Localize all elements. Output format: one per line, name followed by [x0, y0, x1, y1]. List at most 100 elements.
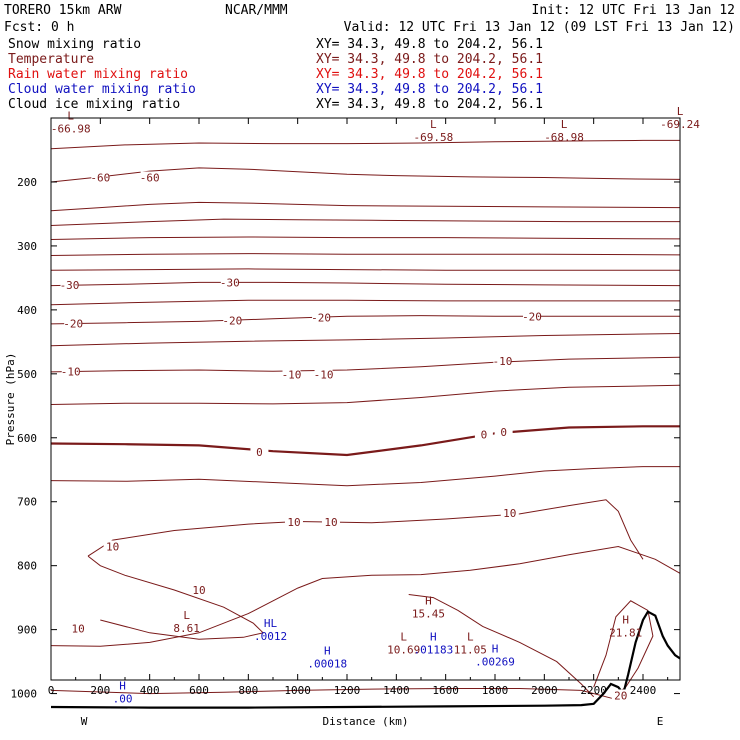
contour-label: 20 [614, 689, 627, 702]
extremum-value: -68.98 [544, 131, 584, 144]
x-tick-label: 1400 [383, 684, 410, 697]
contour-label: -20 [522, 310, 542, 323]
temperature-contour [50, 236, 681, 240]
temperature-contour [50, 356, 681, 373]
extremum-marker: L [561, 118, 568, 131]
temperature-contour [50, 466, 680, 487]
y-tick-label: 500 [17, 368, 37, 381]
contour-label: 10 [287, 516, 300, 529]
contour-label: -60 [140, 171, 160, 184]
x-tick-label: 0 [48, 684, 55, 697]
plot-area: -60 -60-30 -30-20 -20 -20 -20-10 -10 -10-1000 01… [4, 105, 700, 728]
x-tick-label: 1000 [284, 684, 311, 697]
legend-entry: Rain water mixing ratio [8, 67, 188, 82]
extremum-value: 8.61 [173, 622, 200, 635]
contour-label: -10 [492, 355, 512, 368]
temperature-contour [50, 218, 680, 226]
x-axis-label: Distance (km) [322, 715, 408, 728]
extremum-value: 21.81 [609, 627, 642, 640]
legend-xy: XY= 34.3, 49.8 to 204.2, 56.1 [316, 37, 543, 52]
extremum-value: -66.98 [51, 123, 91, 136]
x-tick-label: 1800 [482, 684, 509, 697]
legend-entry: Temperature [8, 52, 94, 67]
extremum-marker: H [425, 594, 432, 607]
contour-label: -10 [282, 368, 302, 381]
contour-label-bg [314, 368, 333, 380]
temperature-contour [50, 268, 680, 271]
y-tick-label: 800 [17, 560, 37, 573]
chart-header: TORERO 15km ARW NCAR/MMM Init: 12 UTC Fr… [4, 3, 735, 35]
contour-label: -60 [90, 171, 110, 184]
temperature-contour [50, 384, 681, 405]
east-endpoint-label: E [657, 715, 664, 728]
forecast-hour: Fcst: 0 h [4, 20, 74, 35]
temperature-contour [50, 688, 614, 700]
cloud-water-value: .00269 [475, 655, 515, 668]
contour-label: -20 [222, 315, 242, 328]
y-tick-label: 600 [17, 432, 37, 445]
x-tick-label: 2000 [531, 684, 558, 697]
contour-label: -20 [311, 312, 331, 325]
terrain-line [50, 610, 681, 709]
contour-label: 10 [192, 584, 205, 597]
contour-label-bg [284, 516, 303, 528]
legend-xy: XY= 34.3, 49.8 to 204.2, 56.1 [316, 67, 543, 82]
contour-label-bg [494, 426, 513, 438]
temperature-contour [50, 425, 680, 457]
extremum-marker: L [430, 118, 437, 131]
contour-label: -20 [63, 317, 83, 330]
contour-label-bg [60, 278, 79, 290]
cloud-water-marker: H [492, 642, 499, 655]
x-tick-label: 600 [189, 684, 209, 697]
contour-label-bg [282, 368, 301, 380]
x-tick-label: 2400 [630, 684, 657, 697]
legend-entry: Snow mixing ratio [8, 37, 141, 52]
temperature-contour [593, 600, 654, 698]
cloud-water-value: .00 [113, 692, 133, 705]
legend-xy: XY= 34.3, 49.8 to 204.2, 56.1 [316, 82, 543, 97]
contour-label: 0 [500, 426, 507, 439]
temperature-contour [50, 201, 681, 212]
x-tick-label: 200 [90, 684, 110, 697]
extremum-value: 15.45 [412, 607, 445, 620]
temperature-contour [50, 315, 680, 325]
temperature-contour [50, 299, 680, 306]
y-tick-label: 900 [17, 624, 37, 637]
contour-label-bg [91, 171, 110, 183]
legend-entry: Cloud water mixing ratio [8, 82, 196, 97]
valid-time: Valid: 12 UTC Fri 13 Jan 12 (09 LST Fri … [344, 20, 735, 35]
extremum-value: 11.05 [454, 643, 487, 656]
extremum-value: -69.58 [413, 131, 453, 144]
x-tick-label: 800 [238, 684, 258, 697]
cloud-water-marker: H [430, 630, 437, 643]
contour-label: 0 [481, 429, 488, 442]
contour-label-bg [500, 507, 519, 519]
contour-label-bg [611, 689, 630, 701]
model-title: TORERO 15km ARW [4, 3, 122, 18]
extremum-marker: L [67, 110, 74, 123]
temperature-contour [87, 499, 644, 560]
extremum-marker: L [677, 105, 684, 118]
contour-label: 10 [503, 507, 516, 520]
y-axis-label: Pressure (hPa) [4, 353, 17, 446]
temperature-contour [50, 333, 681, 347]
contour-label-bg [493, 355, 512, 367]
extremum-marker: L [400, 630, 407, 643]
contour-label-bg [190, 583, 208, 595]
legend-entry: Cloud ice mixing ratio [8, 97, 180, 112]
y-tick-label: 1000 [11, 688, 38, 701]
cloud-water-marker: HL [264, 617, 278, 630]
extremum-value: 10.69 [387, 643, 420, 656]
x-tick-label: 400 [140, 684, 160, 697]
contour-label: 10 [324, 516, 337, 529]
contour-label: -30 [60, 279, 80, 292]
contour-label: -10 [61, 365, 81, 378]
cloud-water-marker: H [119, 679, 126, 692]
legend-xy: XY= 34.3, 49.8 to 204.2, 56.1 [316, 52, 543, 67]
contour-label-bg [69, 622, 88, 634]
x-tick-label: 1200 [334, 684, 361, 697]
temperature-contour [50, 281, 681, 287]
init-time: Init: 12 UTC Fri 13 Jan 12 [532, 3, 736, 18]
contour-label-bg [223, 314, 242, 326]
